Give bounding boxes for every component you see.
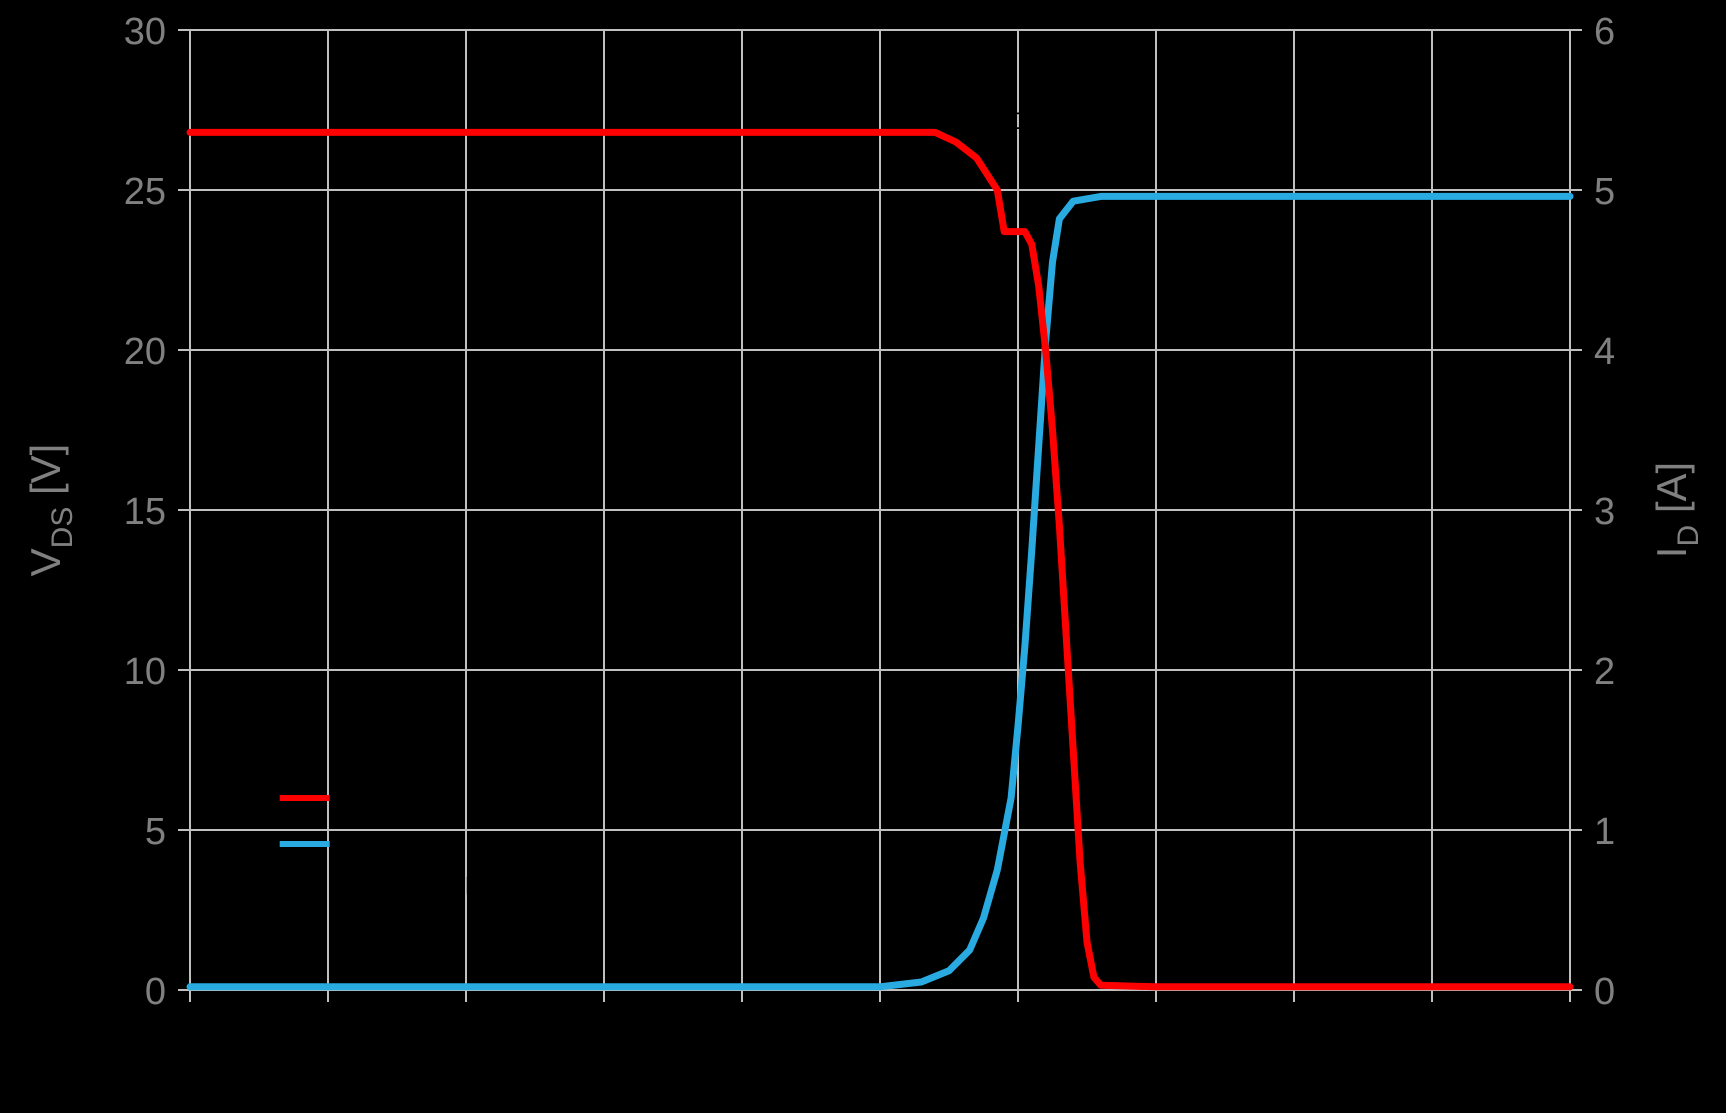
y-left-tick-label: 10	[124, 651, 166, 693]
legend-label: VDS	[342, 779, 397, 822]
legend-label: ID	[342, 825, 368, 868]
y-left-tick-label: 30	[124, 11, 166, 53]
y-right-tick-label: 0	[1594, 971, 1615, 1013]
y-right-tick-label: 2	[1594, 651, 1615, 693]
chart-container: 0510152025300123456VDS [V]ID [A]VDSIDNo …	[0, 0, 1726, 1113]
y-left-tick-label: 20	[124, 331, 166, 373]
annotation-text: No ringing	[397, 865, 543, 901]
y-right-tick-label: 1	[1594, 811, 1615, 853]
y-left-tick-label: 25	[124, 171, 166, 213]
y-right-axis-label: ID [A]	[1648, 462, 1705, 558]
svg-text:ID [A]: ID [A]	[1648, 462, 1705, 558]
y-left-axis-label: VDS [V]	[22, 444, 79, 577]
y-right-tick-label: 3	[1594, 491, 1615, 533]
y-left-tick-label: 5	[145, 811, 166, 853]
y-right-tick-label: 6	[1594, 11, 1615, 53]
annotation-text: ID	[273, 769, 299, 812]
y-right-tick-label: 4	[1594, 331, 1615, 373]
y-left-tick-label: 0	[145, 971, 166, 1013]
svg-text:VDS [V]: VDS [V]	[22, 444, 79, 577]
y-right-tick-label: 5	[1594, 171, 1615, 213]
dual-axis-line-chart: 0510152025300123456VDS [V]ID [A]VDSIDNo …	[0, 0, 1726, 1113]
y-left-tick-label: 15	[124, 491, 166, 533]
